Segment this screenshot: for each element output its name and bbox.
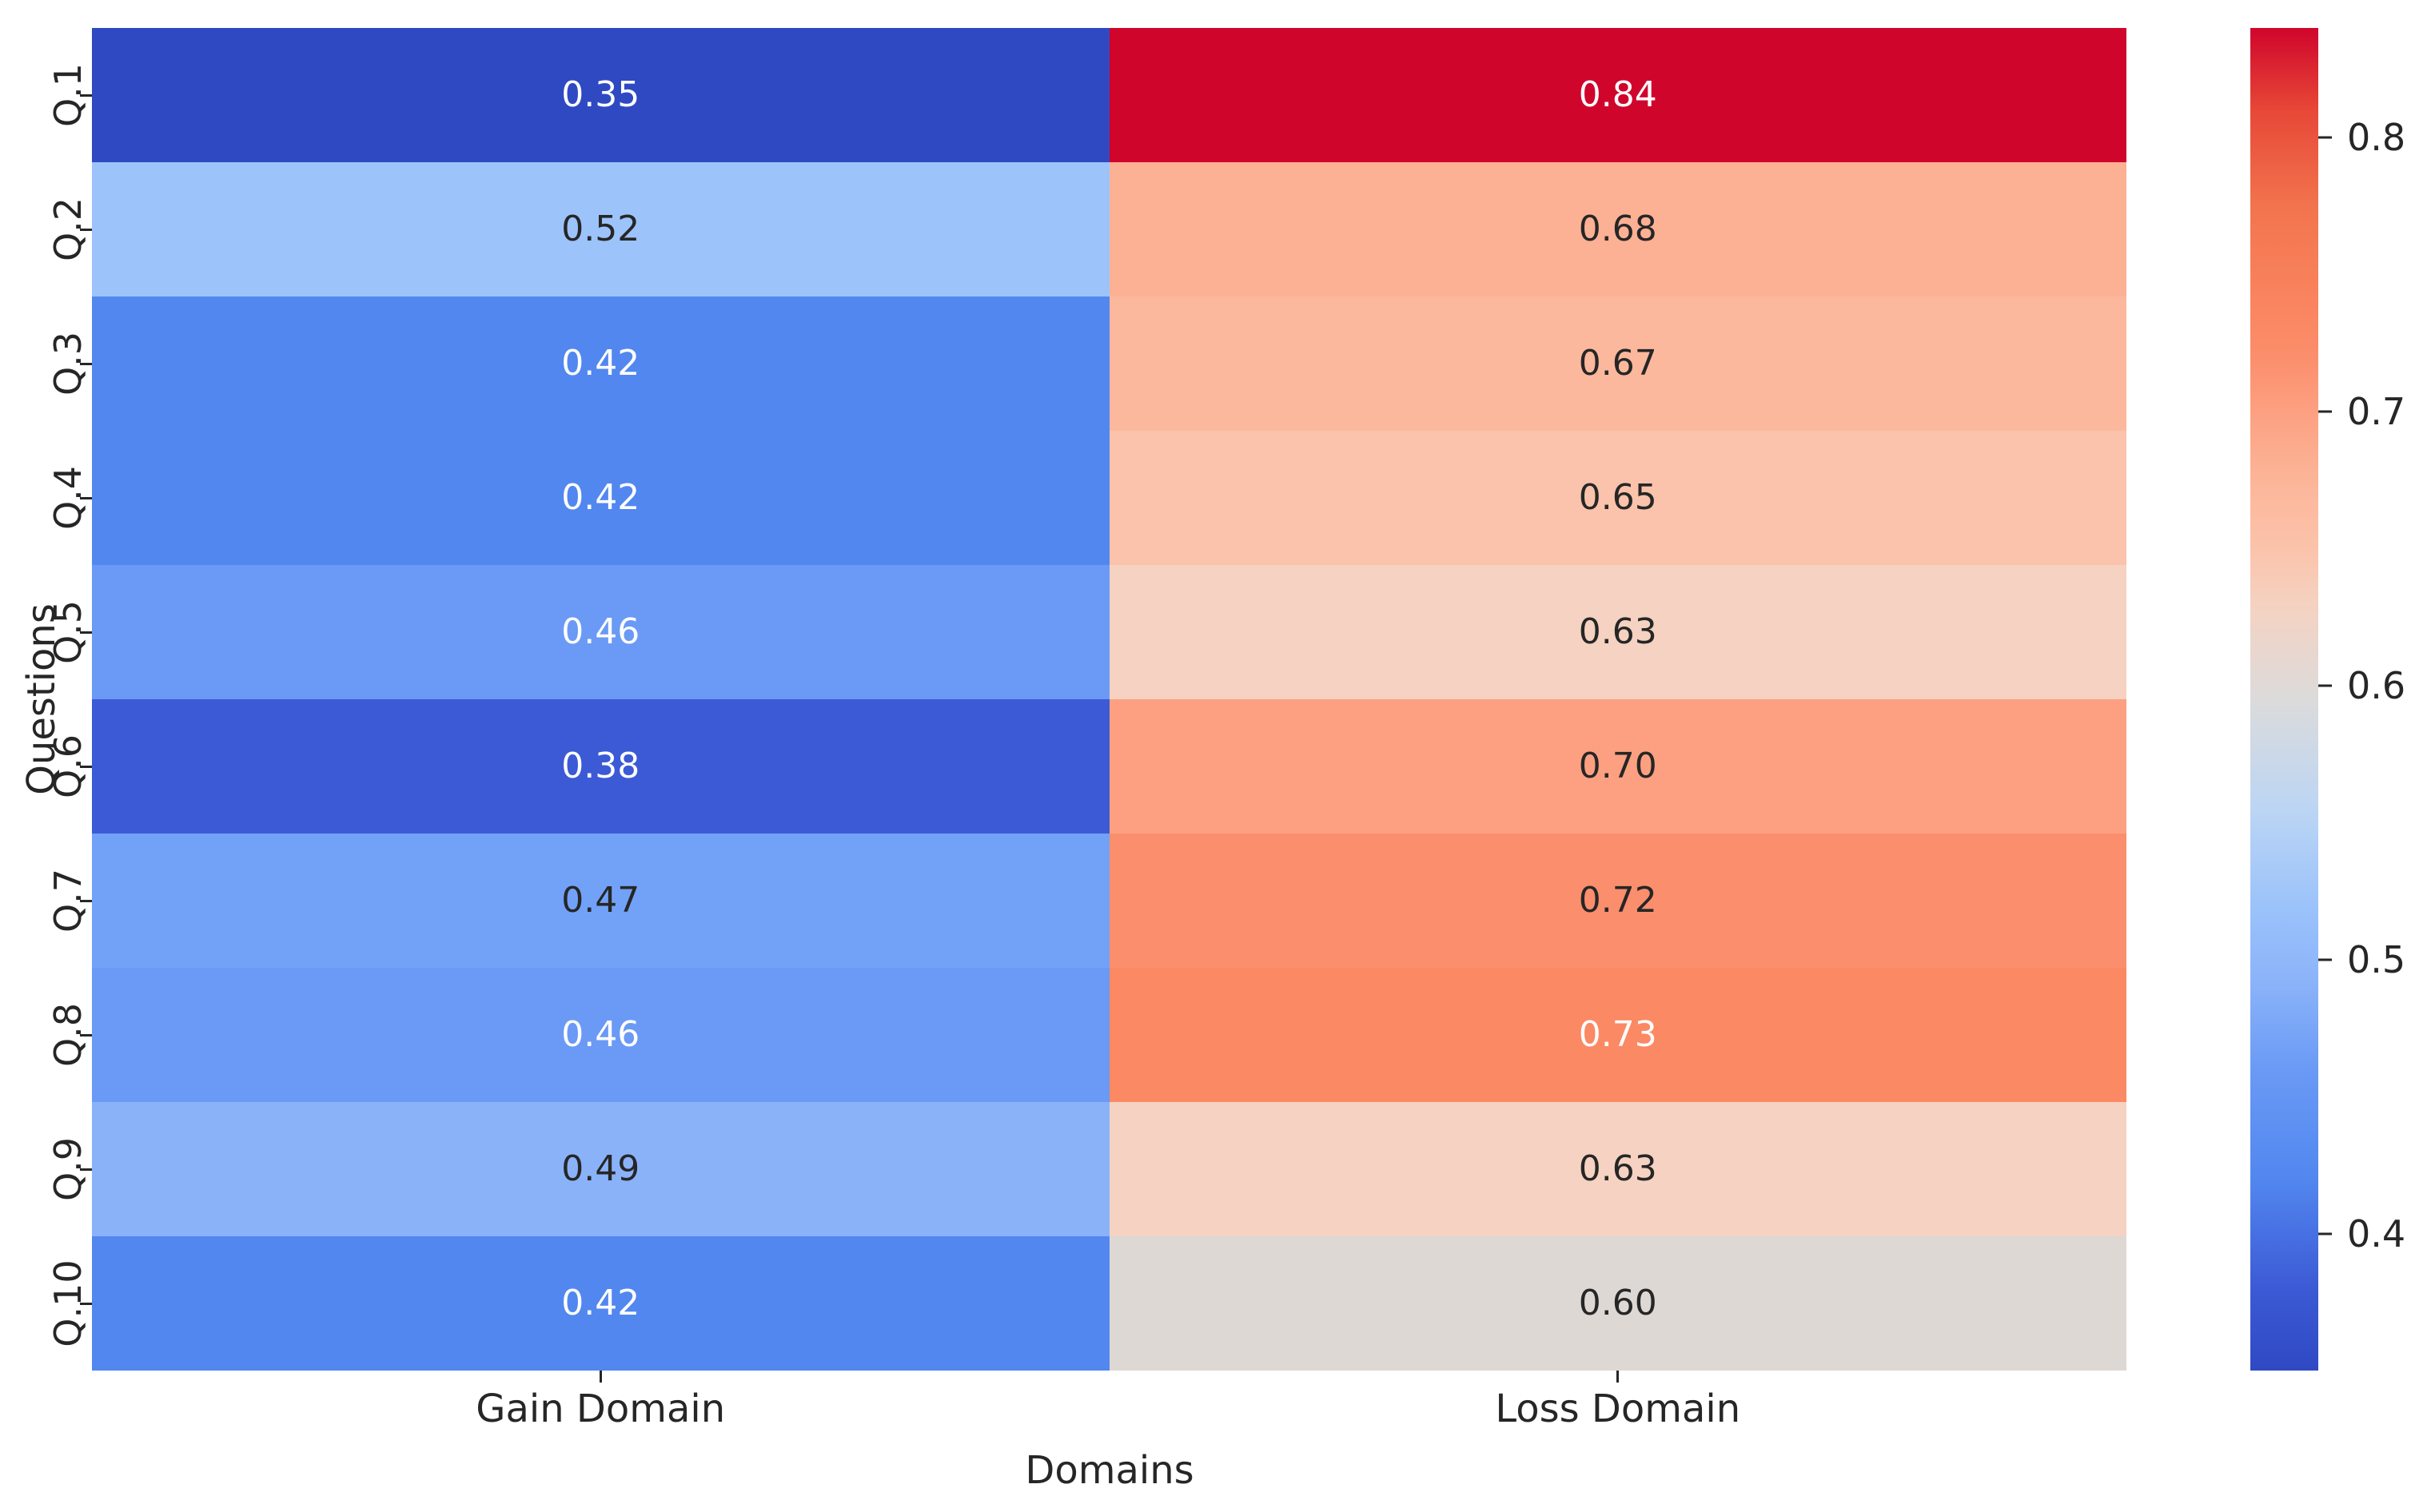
colorbar-tick-label: 0.8 — [2347, 116, 2406, 160]
x-axis-label: Gain Domain — [476, 1387, 726, 1431]
cell-value-label: 0.42 — [561, 477, 640, 518]
heatmap-cell: 0.47 — [92, 834, 1110, 968]
heatmap-cell: 0.42 — [92, 296, 1110, 431]
cell-value-label: 0.52 — [561, 209, 640, 249]
y-axis-tick — [80, 631, 92, 634]
colorbar-tick — [2318, 136, 2332, 139]
cell-value-label: 0.35 — [561, 74, 640, 115]
y-axis-label: Q.4 — [46, 465, 90, 531]
cell-value-label: 0.42 — [561, 1283, 640, 1323]
cell-value-label: 0.38 — [561, 746, 640, 786]
cell-value-label: 0.46 — [561, 1014, 640, 1055]
cell-value-label: 0.63 — [1578, 611, 1657, 652]
heatmap-cell: 0.68 — [1109, 162, 2126, 296]
cell-value-label: 0.65 — [1578, 477, 1657, 518]
y-axis-tick — [80, 94, 92, 97]
x-axis-tick — [599, 1371, 602, 1383]
y-axis-label: Q.2 — [46, 197, 90, 262]
heatmap-cell: 0.46 — [92, 968, 1110, 1102]
heatmap-cell: 0.60 — [1109, 1236, 2126, 1371]
cell-value-label: 0.63 — [1578, 1148, 1657, 1189]
cell-value-label: 0.46 — [561, 611, 640, 652]
y-axis-label: Q.8 — [46, 1002, 90, 1068]
y-axis-label: Q.10 — [46, 1259, 90, 1347]
colorbar-tick-label: 0.5 — [2347, 937, 2406, 981]
x-axis-label: Loss Domain — [1495, 1387, 1741, 1431]
y-axis-tick — [80, 765, 92, 768]
y-axis-tick — [80, 1302, 92, 1305]
y-axis-tick — [80, 1168, 92, 1171]
cell-value-label: 0.49 — [561, 1148, 640, 1189]
y-axis-tick — [80, 228, 92, 231]
y-axis-tick — [80, 362, 92, 365]
heatmap-cell: 0.63 — [1109, 565, 2126, 699]
y-axis-tick — [80, 899, 92, 902]
cell-value-label: 0.68 — [1578, 209, 1657, 249]
cell-value-label: 0.84 — [1578, 74, 1657, 115]
heatmap-plot-area: 0.35 0.84 0.52 0.68 0.42 0.67 0.42 0.65 … — [92, 28, 2126, 1371]
y-axis-tick — [80, 496, 92, 499]
heatmap-cell: 0.35 — [92, 28, 1110, 162]
heatmap-cell: 0.49 — [92, 1102, 1110, 1236]
colorbar-tick-label: 0.7 — [2347, 390, 2406, 433]
heatmap-cell: 0.72 — [1109, 834, 2126, 968]
cell-value-label: 0.60 — [1578, 1283, 1657, 1323]
colorbar-tick — [2318, 684, 2332, 687]
heatmap-cell: 0.84 — [1109, 28, 2126, 162]
colorbar-tick — [2318, 410, 2332, 413]
heatmap-cell: 0.73 — [1109, 968, 2126, 1102]
y-axis-tick — [80, 1033, 92, 1037]
colorbar-tick — [2318, 1232, 2332, 1235]
y-axis-label: Q.7 — [46, 868, 90, 933]
cell-value-label: 0.42 — [561, 343, 640, 384]
heatmap-cell: 0.67 — [1109, 296, 2126, 431]
y-axis-label: Q.3 — [46, 331, 90, 396]
heatmap-cell: 0.46 — [92, 565, 1110, 699]
heatmap-cell: 0.42 — [92, 431, 1110, 565]
heatmap-cell: 0.70 — [1109, 699, 2126, 834]
x-axis-tick — [1616, 1371, 1620, 1383]
heatmap-cell: 0.63 — [1109, 1102, 2126, 1236]
heatmap-cell: 0.38 — [92, 699, 1110, 834]
heatmap-cell: 0.52 — [92, 162, 1110, 296]
y-axis-label: Q.1 — [46, 62, 90, 128]
y-axis-label: Q.9 — [46, 1136, 90, 1202]
colorbar-tick-label: 0.4 — [2347, 1212, 2406, 1255]
colorbar-tick-label: 0.6 — [2347, 663, 2406, 707]
colorbar — [2250, 28, 2318, 1371]
colorbar-tick — [2318, 958, 2332, 961]
cell-value-label: 0.70 — [1578, 746, 1657, 786]
cell-value-label: 0.72 — [1578, 880, 1657, 921]
x-axis-title: Domains — [1025, 1448, 1194, 1493]
cell-value-label: 0.73 — [1578, 1014, 1657, 1055]
cell-value-label: 0.67 — [1578, 343, 1657, 384]
y-axis-title: Questions — [19, 603, 64, 795]
heatmap-cell: 0.65 — [1109, 431, 2126, 565]
heatmap-cell: 0.42 — [92, 1236, 1110, 1371]
cell-value-label: 0.47 — [561, 880, 640, 921]
